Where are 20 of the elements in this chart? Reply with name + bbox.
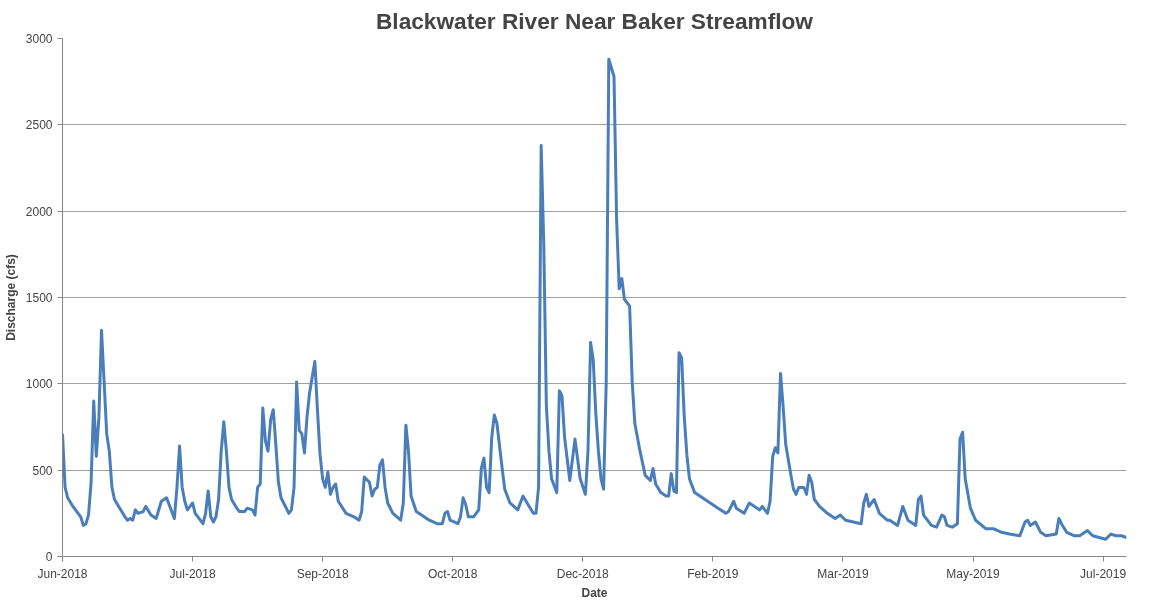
x-tick-label: Jul-2019	[1080, 566, 1127, 581]
x-tick-label: Jun-2018	[37, 566, 88, 581]
x-tick-label: Mar-2019	[817, 566, 869, 581]
y-tick-label: 2000	[25, 204, 53, 219]
x-tick-label: Oct-2018	[428, 566, 478, 581]
x-tick-label: Dec-2018	[556, 566, 610, 581]
x-tick-label: Jul-2018	[169, 566, 216, 581]
y-tick-label: 500	[32, 463, 53, 478]
x-tick-label: Sep-2018	[296, 566, 349, 581]
x-tick-label: May-2019	[946, 566, 1001, 581]
line-series	[62, 57, 1127, 541]
x-tick-label: Feb-2019	[687, 566, 739, 581]
y-tick-label: 3000	[25, 32, 53, 46]
y-tick-label: 1000	[25, 377, 53, 392]
y-tick-label: 2500	[25, 118, 53, 133]
y-axis-title: Discharge (cfs)	[3, 254, 18, 341]
y-tick-label: 0	[45, 550, 53, 564]
x-axis-title: Date	[581, 585, 608, 600]
chart-title: Blackwater River Near Baker Streamflow	[376, 7, 814, 34]
y-tick-label: 1500	[25, 291, 53, 305]
